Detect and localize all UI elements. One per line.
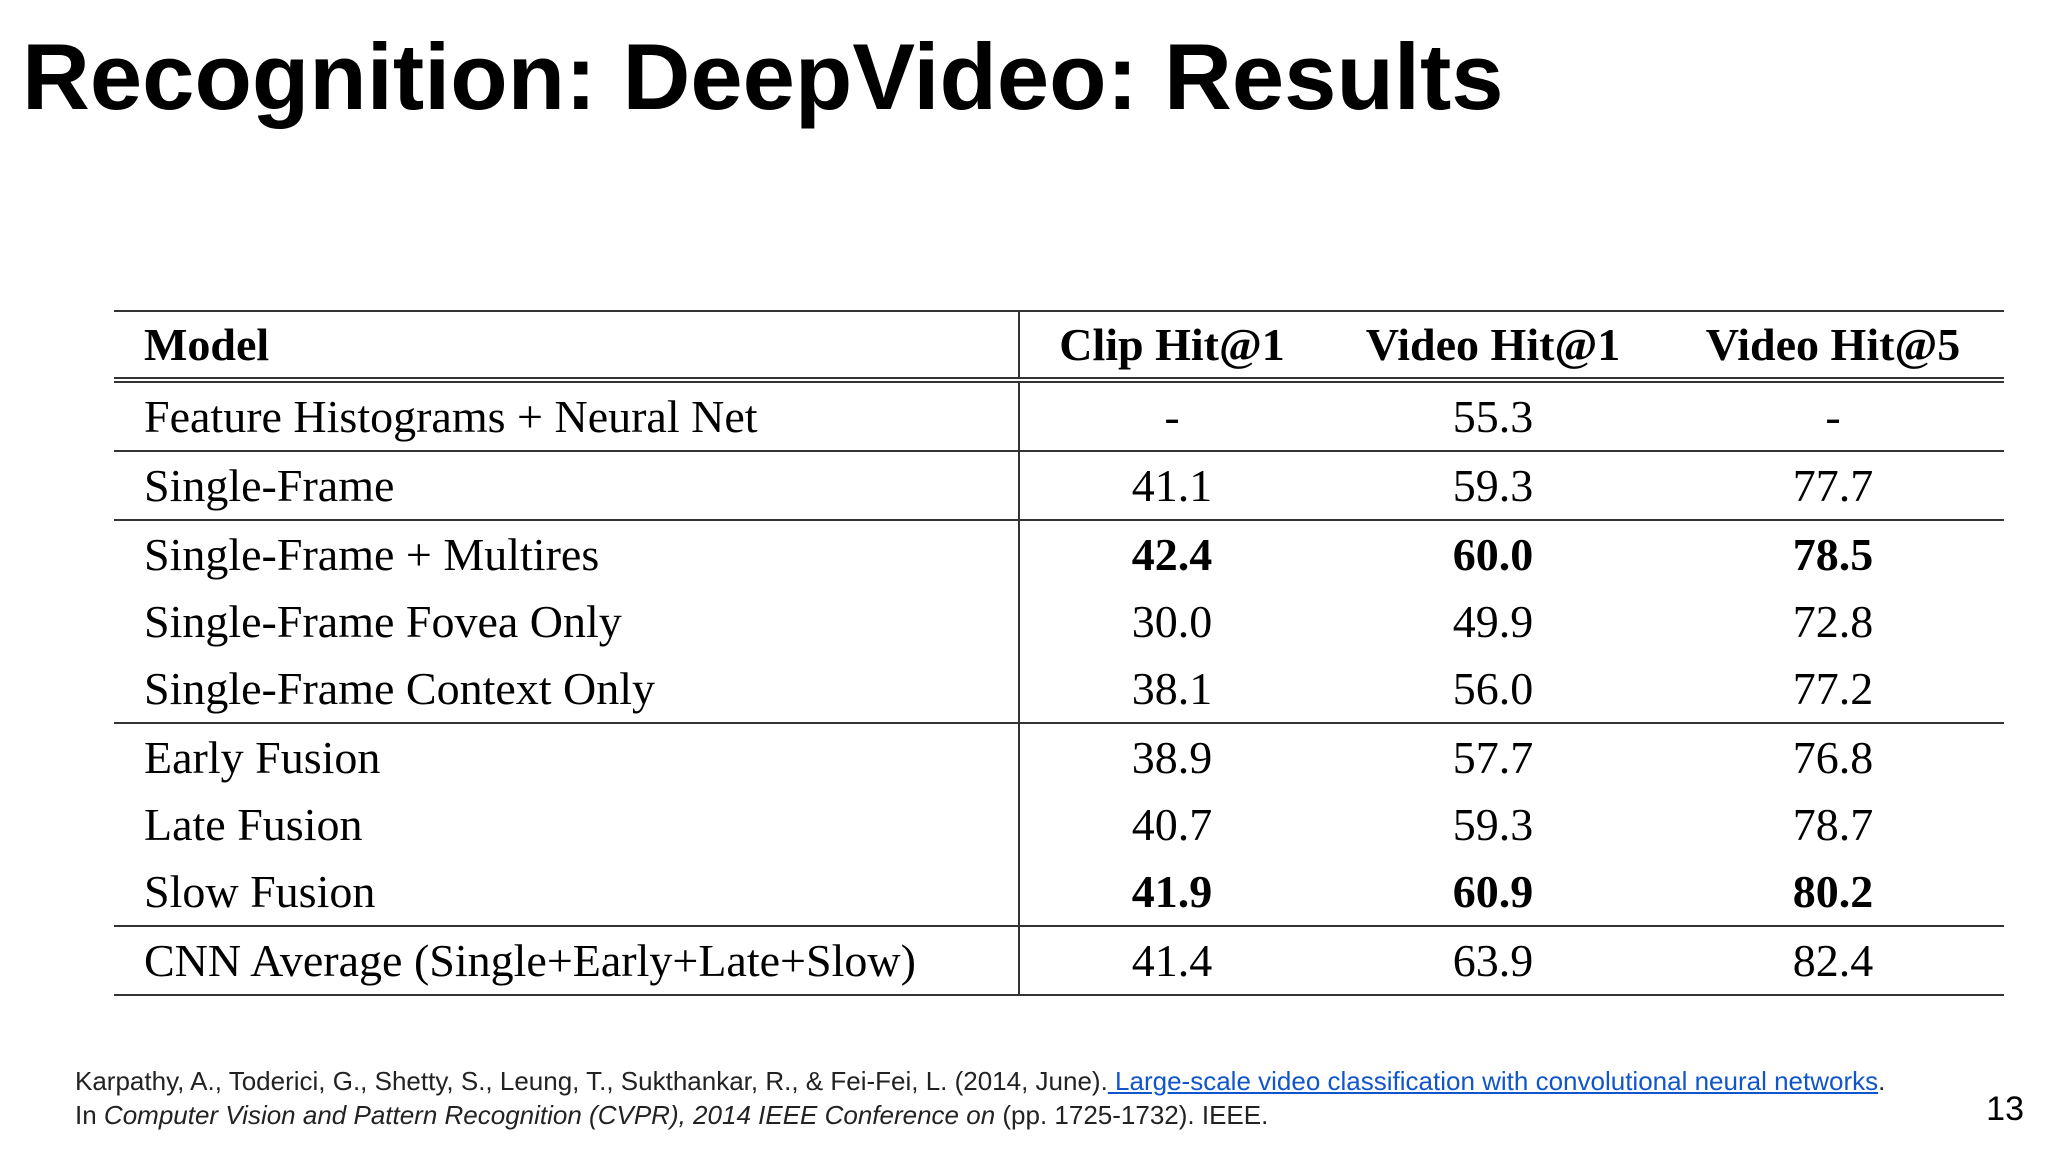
header-video-hit1: Video Hit@1 [1324, 311, 1662, 383]
table-row: CNN Average (Single+Early+Late+Slow) 41.… [114, 925, 2004, 996]
video-hit5-value: 82.4 [1662, 925, 2004, 996]
model-name: Single-Frame Context Only [114, 655, 1020, 723]
clip-hit1-value: 41.9 [1131, 866, 1213, 917]
table-header-row: Model Clip Hit@1 Video Hit@1 Video Hit@5 [114, 311, 2004, 383]
video-hit1-value: 55.3 [1452, 391, 1534, 442]
video-hit5-value: 76.8 [1662, 722, 2004, 791]
video-hit1-value: 63.9 [1324, 925, 1662, 996]
video-hit5-value: - [1825, 391, 1841, 442]
model-name: Slow Fusion [114, 858, 1020, 926]
clip-hit1-value: 38.9 [1019, 722, 1324, 791]
model-name: Late Fusion [114, 791, 1020, 858]
model-name: CNN Average (Single+Early+Late+Slow) [114, 925, 1020, 996]
clip-hit1-value: 30.0 [1131, 596, 1213, 647]
paper-link[interactable]: Large-scale video classification with co… [1107, 1066, 1879, 1096]
table-row: Single-Frame + Multires 42.4 60.0 78.5 [114, 519, 2004, 588]
video-hit5-value: 72.8 [1792, 596, 1874, 647]
clip-hit1-value: 42.4 [1019, 519, 1324, 588]
table-row: Early Fusion 38.9 57.7 76.8 [114, 722, 2004, 791]
video-hit1-value: 49.9 [1452, 596, 1534, 647]
clip-hit1-value: 41.1 [1019, 450, 1324, 520]
slide-title: Recognition: DeepVideo: Results [22, 24, 1504, 129]
video-hit5-value: 80.2 [1792, 866, 1874, 917]
video-hit1-value: 60.9 [1452, 866, 1534, 917]
clip-hit1-value: 40.7 [1131, 799, 1213, 850]
video-hit1-value: 57.7 [1324, 722, 1662, 791]
header-model: Model [114, 311, 1020, 383]
table-row: Single-Frame Context Only 38.1 56.0 77.2 [114, 655, 2004, 723]
clip-hit1-value: - [1164, 391, 1180, 442]
table-row: Single-Frame Fovea Only 30.0 49.9 72.8 [114, 588, 2004, 655]
model-name: Single-Frame Fovea Only [114, 588, 1020, 655]
model-name: Single-Frame + Multires [114, 519, 1020, 588]
video-hit5-value: 77.2 [1792, 663, 1874, 714]
video-hit1-value: 59.3 [1452, 799, 1534, 850]
header-clip-hit1: Clip Hit@1 [1019, 311, 1324, 383]
table-row: Slow Fusion 41.9 60.9 80.2 [114, 858, 2004, 926]
citation-venue: Computer Vision and Pattern Recognition … [103, 1100, 996, 1130]
page-number: 13 [1986, 1090, 2024, 1128]
clip-hit1-value: 41.4 [1019, 925, 1324, 996]
video-hit1-value: 59.3 [1324, 450, 1662, 520]
citation-authors: Karpathy, A., Toderici, G., Shetty, S., … [75, 1066, 1108, 1096]
video-hit5-value: 77.7 [1662, 450, 2004, 520]
header-video-hit5: Video Hit@5 [1662, 311, 2004, 383]
model-name: Feature Histograms + Neural Net [114, 380, 1020, 451]
table-row: Single-Frame 41.1 59.3 77.7 [114, 450, 2004, 520]
clip-hit1-value: 38.1 [1131, 663, 1213, 714]
citation: Karpathy, A., Toderici, G., Shetty, S., … [75, 1064, 1905, 1132]
citation-connector: . In [75, 1066, 1886, 1130]
video-hit5-value: 78.5 [1662, 519, 2004, 588]
table-row: Feature Histograms + Neural Net - 55.3 - [114, 380, 2004, 451]
model-name: Early Fusion [114, 722, 1020, 791]
citation-pages: (pp. 1725-1732). IEEE. [995, 1100, 1269, 1130]
table-row: Late Fusion 40.7 59.3 78.7 [114, 791, 2004, 858]
video-hit1-value: 60.0 [1324, 519, 1662, 588]
video-hit1-value: 56.0 [1452, 663, 1534, 714]
video-hit5-value: 78.7 [1792, 799, 1874, 850]
model-name: Single-Frame [114, 450, 1020, 520]
results-table: Model Clip Hit@1 Video Hit@1 Video Hit@5… [114, 310, 2004, 996]
